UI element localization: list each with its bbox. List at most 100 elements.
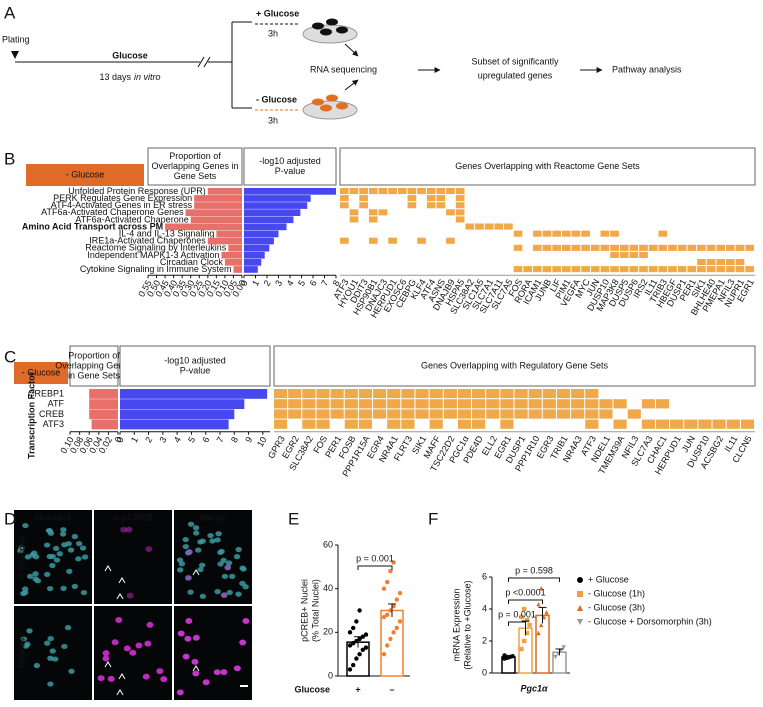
overlap-cell xyxy=(316,389,330,399)
legend-label: - Glucose (3h) xyxy=(588,602,645,612)
row-label: Cytokine Signaling in Immune System xyxy=(80,264,232,274)
neuron-icon xyxy=(320,104,332,112)
nucleus xyxy=(56,551,63,557)
overlap-cell xyxy=(697,266,706,273)
header-text: -log10 adjusted xyxy=(259,156,321,166)
header-box xyxy=(147,147,243,186)
row-label: Amino Acid Transport across PM xyxy=(22,221,163,231)
overlap-cell xyxy=(500,389,514,399)
pcreb-signal xyxy=(202,679,210,686)
arrowhead xyxy=(104,565,112,572)
proportion-bar xyxy=(207,237,242,245)
overlap-cell xyxy=(697,244,706,251)
overlap-cell xyxy=(397,188,407,195)
overlap-cell xyxy=(426,202,436,209)
nucleus xyxy=(215,531,222,537)
pcreb-signal xyxy=(129,649,137,656)
pcreb-signal xyxy=(220,592,228,599)
minus-glucose: - Glucose xyxy=(256,94,297,104)
overlap-cell xyxy=(600,230,610,237)
channel-label: Hoechst xyxy=(35,512,71,522)
pcreb-signal xyxy=(125,526,133,533)
row-label: ATF6a-Activated Chaperone xyxy=(75,214,188,224)
overlap-cell xyxy=(457,409,472,419)
overlap-cell xyxy=(330,389,344,399)
data-point xyxy=(385,643,390,648)
nucleus xyxy=(59,531,67,537)
pcreb-signal xyxy=(135,642,143,649)
nucleus xyxy=(47,655,54,661)
overlap-cell xyxy=(658,230,668,237)
pvalue-bar xyxy=(120,419,229,430)
overlap-cell xyxy=(590,244,600,251)
nucleus xyxy=(26,573,34,579)
overlap-cell xyxy=(415,409,429,419)
overlap-cell xyxy=(600,266,610,273)
proportion-bar xyxy=(228,244,242,252)
overlap-cell xyxy=(629,251,639,258)
proportion-bar xyxy=(194,202,242,209)
condition-label: + Glucose xyxy=(16,535,26,578)
tick-label: 5 xyxy=(296,278,307,287)
nucleus xyxy=(31,550,38,556)
pcreb-signal xyxy=(111,639,119,646)
y-axis-label: (% Total Nuclei) xyxy=(310,579,320,642)
nucleus xyxy=(79,545,87,551)
overlap-cell xyxy=(677,244,687,251)
overlap-cell xyxy=(436,188,446,195)
nucleus xyxy=(47,635,54,642)
nucleus xyxy=(46,585,54,592)
pcreb-signal xyxy=(242,618,250,625)
data-point xyxy=(351,641,356,646)
nucleus xyxy=(34,578,42,584)
plating-label: Plating xyxy=(2,34,30,44)
overlap-cell xyxy=(528,389,542,399)
duration-label: 13 days in vitro xyxy=(99,72,160,82)
overlap-cell xyxy=(368,216,378,223)
overlap-cell xyxy=(585,399,599,409)
nucleus xyxy=(217,561,224,567)
data-point xyxy=(536,602,541,607)
tick-label: 4 xyxy=(285,278,296,287)
minus-time: 3h xyxy=(268,115,278,125)
overlap-cell xyxy=(475,223,484,230)
overlap-cell xyxy=(349,188,359,195)
data-point xyxy=(347,643,353,648)
overlap-cell xyxy=(455,188,465,195)
data-point xyxy=(357,651,362,657)
overlap-cell xyxy=(716,259,726,266)
overlap-cell xyxy=(542,230,552,237)
panel-label: A xyxy=(4,3,16,22)
header-text: -log10 adjusted xyxy=(164,355,226,365)
pvalue-bar xyxy=(120,409,235,420)
neuron-icon xyxy=(336,102,348,110)
overlap-cell xyxy=(455,209,465,216)
tick-label: 0 xyxy=(113,435,124,444)
arrow xyxy=(344,79,359,91)
overlap-cell xyxy=(484,223,494,230)
overlap-cell xyxy=(340,195,349,202)
overlap-cell xyxy=(378,209,388,216)
overlap-cell xyxy=(472,409,486,419)
nucleus xyxy=(224,564,231,571)
tick-label: 1 xyxy=(250,278,261,287)
data-point xyxy=(394,597,399,602)
data-point xyxy=(388,569,393,574)
overlap-cell xyxy=(571,244,581,251)
overlap-cell xyxy=(712,419,726,429)
overlap-cell xyxy=(552,266,561,273)
overlap-cell xyxy=(619,251,629,258)
nucleus xyxy=(53,557,61,563)
header-box xyxy=(243,147,337,186)
proportion-bar xyxy=(233,266,242,273)
data-point xyxy=(385,612,390,618)
tick-label: 7 xyxy=(319,278,330,287)
legend-label: - Glucose (1h) xyxy=(588,588,645,598)
header-text: Genes Overlapping with Regulatory Gene S… xyxy=(421,360,609,370)
nucleus xyxy=(192,530,200,536)
proportion-bar xyxy=(185,209,242,216)
overlap-cell xyxy=(401,409,415,419)
data-point xyxy=(354,619,359,624)
tick-label: 6 xyxy=(308,278,319,287)
plus-time: 3h xyxy=(268,28,278,38)
